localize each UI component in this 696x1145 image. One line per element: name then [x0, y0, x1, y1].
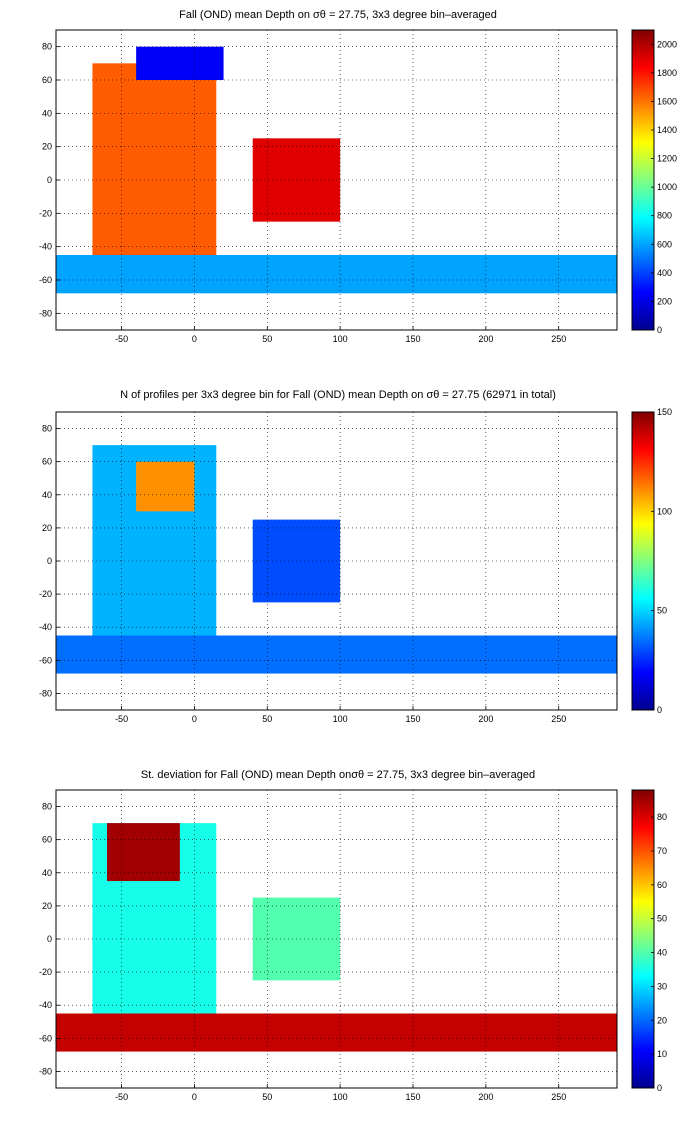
- x-tick-label: -50: [115, 714, 128, 724]
- colorbar-tick-label: 100: [657, 506, 672, 516]
- x-tick-label: 150: [405, 714, 420, 724]
- x-tick-label: -50: [115, 1092, 128, 1102]
- x-tick-label: 200: [478, 334, 493, 344]
- x-tick-label: 0: [192, 714, 197, 724]
- colorbar-tick-label: 400: [657, 268, 672, 278]
- y-tick-label: -80: [39, 1066, 52, 1076]
- x-tick-label: 200: [478, 714, 493, 724]
- x-tick-label: 250: [551, 334, 566, 344]
- y-tick-label: 60: [42, 75, 52, 85]
- y-tick-label: 0: [47, 934, 52, 944]
- depth-panel: Fall (OND) mean Depth on σθ = 27.75, 3x3…: [39, 9, 677, 344]
- colorbar-tick-label: 1000: [657, 182, 677, 192]
- colorbar-tick-label: 50: [657, 606, 667, 616]
- colorbar-tick-label: 1400: [657, 125, 677, 135]
- colorbar-tick-label: 30: [657, 981, 667, 991]
- y-tick-label: 60: [42, 457, 52, 467]
- y-tick-label: -80: [39, 308, 52, 318]
- x-tick-label: 250: [551, 1092, 566, 1102]
- y-tick-label: -60: [39, 275, 52, 285]
- data-region: [56, 1013, 617, 1052]
- y-tick-label: 80: [42, 802, 52, 812]
- x-tick-label: -50: [115, 334, 128, 344]
- y-tick-label: 80: [42, 424, 52, 434]
- colorbar-tick-label: 10: [657, 1049, 667, 1059]
- x-tick-label: 0: [192, 1092, 197, 1102]
- y-tick-label: 20: [42, 142, 52, 152]
- axes-frame: [55, 29, 618, 331]
- colorbar-tick-label: 600: [657, 239, 672, 249]
- x-tick-label: 250: [551, 714, 566, 724]
- y-tick-label: -60: [39, 655, 52, 665]
- data-region: [107, 823, 180, 882]
- x-tick-label: 200: [478, 1092, 493, 1102]
- y-tick-label: -20: [39, 967, 52, 977]
- x-tick-label: 100: [333, 334, 348, 344]
- colorbar-tick-label: 20: [657, 1015, 667, 1025]
- colorbar-gradient: [631, 29, 655, 331]
- x-tick-label: 150: [405, 1092, 420, 1102]
- colorbar-tick-label: 50: [657, 914, 667, 924]
- data-region: [136, 46, 224, 80]
- colorbar-tick-label: 200: [657, 296, 672, 306]
- colorbar-gradient: [631, 789, 655, 1089]
- panel-title: St. deviation for Fall (OND) mean Depth …: [141, 769, 535, 781]
- data-region: [56, 635, 617, 674]
- colorbar-tick-label: 60: [657, 880, 667, 890]
- colorbar-tick-label: 0: [657, 325, 662, 335]
- panel-title: Fall (OND) mean Depth on σθ = 27.75, 3x3…: [179, 9, 497, 21]
- y-tick-label: 60: [42, 835, 52, 845]
- y-tick-label: 40: [42, 108, 52, 118]
- colorbar-tick-label: 1800: [657, 68, 677, 78]
- colorbar: 80 70 60 50 40 30 20 10 0: [631, 789, 667, 1093]
- colorbar-tick-label: 0: [657, 705, 662, 715]
- x-tick-label: 100: [333, 714, 348, 724]
- axes-frame: [55, 411, 618, 711]
- y-tick-label: 40: [42, 490, 52, 500]
- data-region: [92, 63, 217, 272]
- std-deviation-panel: St. deviation for Fall (OND) mean Depth …: [39, 769, 667, 1102]
- data-region: [56, 255, 617, 294]
- y-tick-label: -20: [39, 208, 52, 218]
- profile-count-panel: N of profiles per 3x3 degree bin for Fal…: [39, 389, 672, 724]
- y-tick-label: 20: [42, 901, 52, 911]
- data-region: [136, 461, 195, 512]
- y-tick-label: -80: [39, 688, 52, 698]
- x-tick-label: 0: [192, 334, 197, 344]
- colorbar-tick-label: 2000: [657, 39, 677, 49]
- y-tick-label: -40: [39, 1000, 52, 1010]
- x-tick-label: 100: [333, 1092, 348, 1102]
- y-tick-label: 80: [42, 42, 52, 52]
- colorbar-tick-label: 150: [657, 407, 672, 417]
- x-tick-label: 150: [405, 334, 420, 344]
- colorbar-tick-label: 0: [657, 1083, 662, 1093]
- colorbar-tick-label: 800: [657, 211, 672, 221]
- colorbar-tick-label: 40: [657, 948, 667, 958]
- x-tick-label: 50: [262, 334, 272, 344]
- colorbar-tick-label: 1200: [657, 154, 677, 164]
- y-tick-label: 40: [42, 868, 52, 878]
- colorbar-tick-label: 70: [657, 846, 667, 856]
- colorbar-tick-label: 80: [657, 812, 667, 822]
- x-tick-label: 50: [262, 714, 272, 724]
- axes-frame: [55, 789, 618, 1089]
- x-tick-label: 50: [262, 1092, 272, 1102]
- panel-title: N of profiles per 3x3 degree bin for Fal…: [120, 389, 556, 401]
- colorbar: 150 100 50 0: [631, 407, 672, 715]
- y-tick-label: 0: [47, 556, 52, 566]
- y-tick-label: -40: [39, 242, 52, 252]
- y-tick-label: 20: [42, 523, 52, 533]
- colorbar-tick-label: 1600: [657, 96, 677, 106]
- y-tick-label: -20: [39, 589, 52, 599]
- y-tick-label: 0: [47, 175, 52, 185]
- colorbar-gradient: [631, 411, 655, 711]
- y-tick-label: -60: [39, 1033, 52, 1043]
- y-tick-label: -40: [39, 622, 52, 632]
